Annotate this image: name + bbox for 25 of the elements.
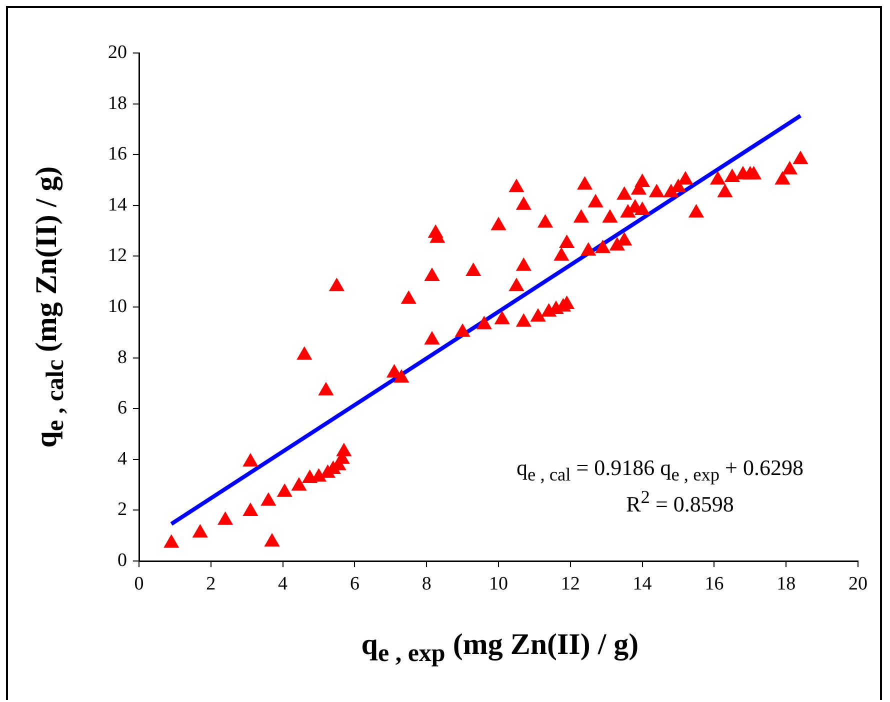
x-tick-label: 6 (350, 573, 360, 594)
y-tick-label: 16 (108, 144, 127, 165)
y-tick-label: 8 (118, 346, 127, 368)
y-tick-label: 18 (108, 92, 127, 114)
x-tick-label: 10 (489, 573, 508, 594)
x-tick-label: 14 (632, 573, 652, 594)
y-tick-label: 10 (108, 296, 127, 317)
y-tick-label: 6 (118, 398, 127, 419)
y-tick-label: 4 (118, 448, 128, 470)
x-tick-label: 0 (134, 573, 144, 594)
x-tick-label: 12 (560, 573, 580, 594)
x-tick-label: 4 (278, 573, 288, 594)
x-axis-title: q$_{e , exp}$ (mg Zn(II) / g) (360, 628, 640, 668)
x-tick-label: 18 (776, 573, 796, 594)
x-tick-label: 8 (422, 573, 432, 594)
x-tick-label: 16 (704, 573, 724, 594)
y-tick-label: 20 (108, 42, 127, 63)
x-tick-label: 20 (848, 573, 868, 594)
y-tick-label: 14 (108, 194, 128, 216)
annotation: R$^{2}$ = 0.8598 (625, 487, 735, 518)
x-tick-label: 2 (206, 573, 216, 594)
y-tick-label: 12 (108, 245, 127, 266)
y-tick-label: 2 (118, 499, 127, 520)
annotation: q$_{e , cal}$ = 0.9186 q$_{e , exp}$ + 0.6298 (516, 455, 804, 486)
y-tick-label: 0 (118, 550, 127, 571)
